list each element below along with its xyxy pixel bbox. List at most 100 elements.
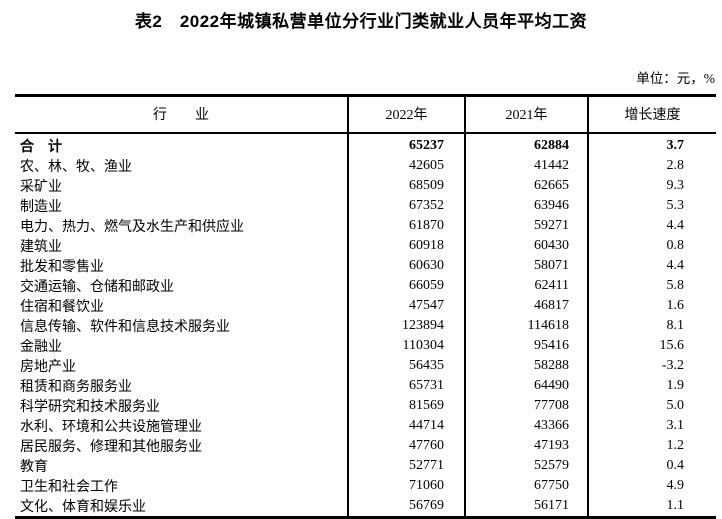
- value-2022-cell: 56435: [348, 355, 466, 376]
- industry-cell: 住宿和餐饮业: [15, 295, 349, 316]
- value-2022-cell: 60918: [348, 235, 466, 256]
- header-2021: 2021年: [465, 95, 589, 134]
- header-row: 行 业 2022年 2021年 增长速度: [15, 95, 716, 134]
- wage-table: 行 业 2022年 2021年 增长速度 合 计 65237 62884 3.7 农、林…: [15, 94, 716, 519]
- growth-cell: 2.8: [666, 157, 685, 173]
- header-2022: 2022年: [348, 95, 466, 134]
- table-row: 卫生和社会工作 71060 67750 4.9: [15, 475, 716, 496]
- growth-cell: 1.6: [666, 297, 685, 313]
- table-row: 文化、体育和娱乐业 56769 56171 1.1: [15, 495, 716, 517]
- table-row: 金融业 110304 95416 15.6: [15, 335, 716, 356]
- header-growth: 增长速度: [588, 95, 716, 134]
- value-2021-cell: 62884: [465, 132, 589, 156]
- growth-cell: 3.7: [666, 137, 685, 153]
- value-2022-cell: 68509: [348, 175, 466, 196]
- growth-cell: 4.9: [666, 477, 685, 493]
- industry-cell: 房地产业: [15, 355, 349, 376]
- value-2021-cell: 56171: [465, 495, 589, 517]
- value-2021-cell: 52579: [465, 455, 589, 476]
- table-row: 交通运输、仓储和邮政业 66059 62411 5.8: [15, 275, 716, 296]
- growth-cell: 5.3: [666, 197, 685, 213]
- value-2021-cell: 62411: [465, 275, 589, 296]
- value-2022-cell: 61870: [348, 215, 466, 236]
- industry-cell: 采矿业: [15, 175, 349, 196]
- value-2021-cell: 67750: [465, 475, 589, 496]
- industry-cell: 金融业: [15, 335, 349, 356]
- table-row: 教育 52771 52579 0.4: [15, 455, 716, 476]
- value-2022-cell: 60630: [348, 255, 466, 276]
- value-2022-cell: 44714: [348, 415, 466, 436]
- value-2022-cell: 66059: [348, 275, 466, 296]
- value-2022-cell: 67352: [348, 195, 466, 216]
- table-row: 信息传输、软件和信息技术服务业 123894 114618 8.1: [15, 315, 716, 336]
- growth-cell: 5.0: [666, 397, 685, 413]
- industry-cell: 信息传输、软件和信息技术服务业: [15, 315, 349, 336]
- value-2022-cell: 123894: [348, 315, 466, 336]
- value-2021-cell: 59271: [465, 215, 589, 236]
- value-2021-cell: 64490: [465, 375, 589, 396]
- value-2021-cell: 41442: [465, 155, 589, 176]
- value-2021-cell: 63946: [465, 195, 589, 216]
- table-row: 水利、环境和公共设施管理业 44714 43366 3.1: [15, 415, 716, 436]
- table-row: 批发和零售业 60630 58071 4.4: [15, 255, 716, 276]
- industry-cell: 文化、体育和娱乐业: [15, 495, 349, 517]
- growth-cell: 5.8: [666, 277, 685, 293]
- industry-cell: 合 计: [15, 132, 349, 156]
- growth-cell: 0.8: [666, 237, 685, 253]
- growth-cell: 1.2: [666, 437, 685, 453]
- table-row: 住宿和餐饮业 47547 46817 1.6: [15, 295, 716, 316]
- value-2021-cell: 114618: [465, 315, 589, 336]
- growth-cell: 1.1: [666, 497, 685, 513]
- growth-cell: 1.9: [666, 377, 685, 393]
- growth-cell: -3.2: [661, 357, 684, 373]
- value-2022-cell: 56769: [348, 495, 466, 517]
- industry-cell: 居民服务、修理和其他服务业: [15, 435, 349, 456]
- table-row: 采矿业 68509 62665 9.3: [15, 175, 716, 196]
- table-row: 合 计 65237 62884 3.7: [15, 132, 716, 156]
- growth-cell: 9.3: [666, 177, 685, 193]
- value-2021-cell: 62665: [465, 175, 589, 196]
- table-title: 表2 2022年城镇私营单位分行业门类就业人员年平均工资: [134, 12, 588, 31]
- growth-cell: 0.4: [666, 457, 685, 473]
- industry-cell: 卫生和社会工作: [15, 475, 349, 496]
- table-row: 制造业 67352 63946 5.3: [15, 195, 716, 216]
- value-2022-cell: 47547: [348, 295, 466, 316]
- table-body: 合 计 65237 62884 3.7 农、林、牧、渔业 42605 41442 2.8 采矿业…: [15, 132, 716, 517]
- value-2022-cell: 47760: [348, 435, 466, 456]
- table-row: 建筑业 60918 60430 0.8: [15, 235, 716, 256]
- value-2021-cell: 58071: [465, 255, 589, 276]
- value-2021-cell: 46817: [465, 295, 589, 316]
- value-2022-cell: 65731: [348, 375, 466, 396]
- value-2021-cell: 60430: [465, 235, 589, 256]
- table-header: 行 业 2022年 2021年 增长速度: [15, 95, 716, 134]
- value-2022-cell: 52771: [348, 455, 466, 476]
- value-2021-cell: 58288: [465, 355, 589, 376]
- industry-cell: 批发和零售业: [15, 255, 349, 276]
- table-row: 房地产业 56435 58288 -3.2: [15, 355, 716, 376]
- industry-cell: 水利、环境和公共设施管理业: [15, 415, 349, 436]
- growth-cell: 3.1: [666, 417, 685, 433]
- value-2022-cell: 65237: [348, 132, 466, 156]
- unit-note: 单位：元，%: [636, 71, 715, 86]
- table-row: 居民服务、修理和其他服务业 47760 47193 1.2: [15, 435, 716, 456]
- growth-cell: 8.1: [666, 317, 685, 333]
- industry-cell: 农、林、牧、渔业: [15, 155, 349, 176]
- industry-cell: 制造业: [15, 195, 349, 216]
- value-2022-cell: 42605: [348, 155, 466, 176]
- value-2021-cell: 77708: [465, 395, 589, 416]
- industry-cell: 教育: [15, 455, 349, 476]
- value-2022-cell: 110304: [348, 335, 466, 356]
- industry-cell: 科学研究和技术服务业: [15, 395, 349, 416]
- industry-cell: 建筑业: [15, 235, 349, 256]
- value-2022-cell: 81569: [348, 395, 466, 416]
- growth-cell: 15.6: [659, 337, 685, 353]
- header-industry: 行 业: [15, 95, 349, 134]
- value-2022-cell: 71060: [348, 475, 466, 496]
- value-2021-cell: 95416: [465, 335, 589, 356]
- industry-cell: 电力、热力、燃气及水生产和供应业: [15, 215, 349, 236]
- table-row: 租赁和商务服务业 65731 64490 1.9: [15, 375, 716, 396]
- growth-cell: 4.4: [666, 257, 685, 273]
- growth-cell: 4.4: [666, 217, 685, 233]
- table-row: 农、林、牧、渔业 42605 41442 2.8: [15, 155, 716, 176]
